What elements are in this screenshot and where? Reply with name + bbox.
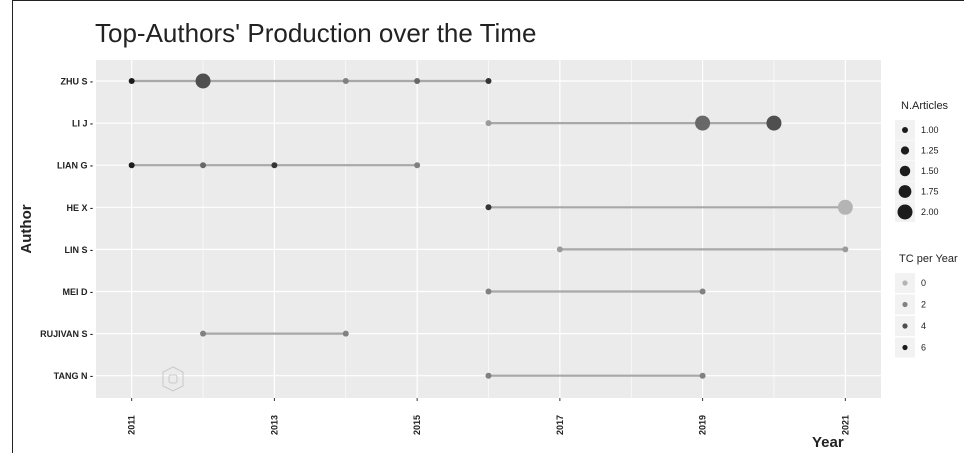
legend-color-label: 6 (921, 343, 926, 353)
legend-size-swatch (897, 204, 913, 220)
production-point (342, 330, 349, 337)
legend-n-articles-items: 1.00 1.25 1.50 1.75 2.00 (895, 120, 939, 222)
y-tick-label: RUJIVAN S - (40, 329, 93, 339)
production-point (128, 78, 135, 84)
y-tick-label: HE X - (66, 203, 93, 213)
y-tick-label: ZHU S - (61, 77, 94, 87)
legend-size-label: 2.00 (921, 207, 939, 217)
production-point (200, 330, 207, 337)
production-point (842, 246, 849, 253)
production-point (699, 288, 706, 295)
production-point (837, 199, 853, 215)
x-tick-label: 2019 (698, 415, 708, 435)
x-axis-title: Year (812, 434, 844, 451)
y-tick-label: LIN S - (65, 245, 94, 255)
production-point (271, 162, 278, 169)
x-tick-label: 2021 (840, 415, 850, 435)
legend-tc-per-year-items: 0 2 4 6 (895, 273, 926, 358)
production-point (766, 115, 782, 131)
production-point (556, 246, 563, 253)
production-point (128, 162, 135, 169)
legend-color-swatch (902, 344, 908, 351)
y-tick-label: MEI D - (63, 287, 94, 297)
legend-size-swatch (899, 165, 911, 177)
legend-color-label: 4 (921, 321, 926, 331)
legend-color-label: 2 (921, 300, 926, 310)
legend-tc-per-year-title: TC per Year (899, 253, 958, 265)
y-axis-title: Author (18, 204, 35, 253)
x-tick-labels: 2011 2013 2015 2017 2019 2021 (127, 398, 850, 435)
legend-tc-per-year: TC per Year 0 2 4 6 (895, 253, 958, 358)
watermark-logo (162, 366, 184, 392)
y-tick-labels: ZHU S - LI J - LIAN G - HE X - LIN S - MEI D … (40, 77, 93, 382)
x-tick-label: 2013 (269, 415, 279, 435)
production-points (128, 73, 853, 379)
author-timelines (131, 79, 846, 377)
legend-size-label: 1.25 (921, 146, 939, 156)
production-point (195, 73, 211, 89)
legend-size-swatch (902, 127, 908, 133)
y-tick-label: LIAN G - (57, 161, 93, 171)
production-point (699, 372, 706, 379)
legend-color-label: 0 (921, 278, 926, 288)
production-point (485, 204, 492, 211)
chart-title: Top-Authors' Production over the Time (95, 18, 536, 48)
production-point (485, 120, 492, 127)
production-point (342, 78, 349, 84)
frame-left-border (12, 0, 13, 453)
production-point (485, 372, 492, 379)
production-point (485, 78, 492, 84)
production-point (695, 115, 711, 131)
x-tick-label: 2017 (555, 415, 565, 435)
y-tick-label: LI J - (72, 119, 93, 129)
production-point (414, 162, 421, 169)
y-tick-label: TANG N - (54, 371, 93, 381)
legend-n-articles-title: N.Articles (901, 100, 949, 112)
x-tick-label: 2011 (127, 415, 137, 435)
frame-top-border (12, 0, 964, 1)
legend-size-label: 1.00 (921, 125, 939, 135)
legend-color-swatch (902, 280, 908, 286)
legend-color-swatch (902, 301, 908, 308)
legend-size-label: 1.75 (921, 187, 939, 197)
legend-size-swatch (898, 185, 912, 198)
legend-n-articles: N.Articles 1.00 1.25 1.50 1.75 2.00 (895, 100, 949, 222)
legend-size-label: 1.50 (921, 166, 939, 176)
x-tick-label: 2015 (412, 415, 422, 435)
production-point (414, 78, 421, 84)
legend-color-swatch (902, 323, 908, 329)
production-point (485, 288, 492, 295)
legend-size-swatch (900, 146, 910, 155)
production-point (200, 162, 207, 169)
